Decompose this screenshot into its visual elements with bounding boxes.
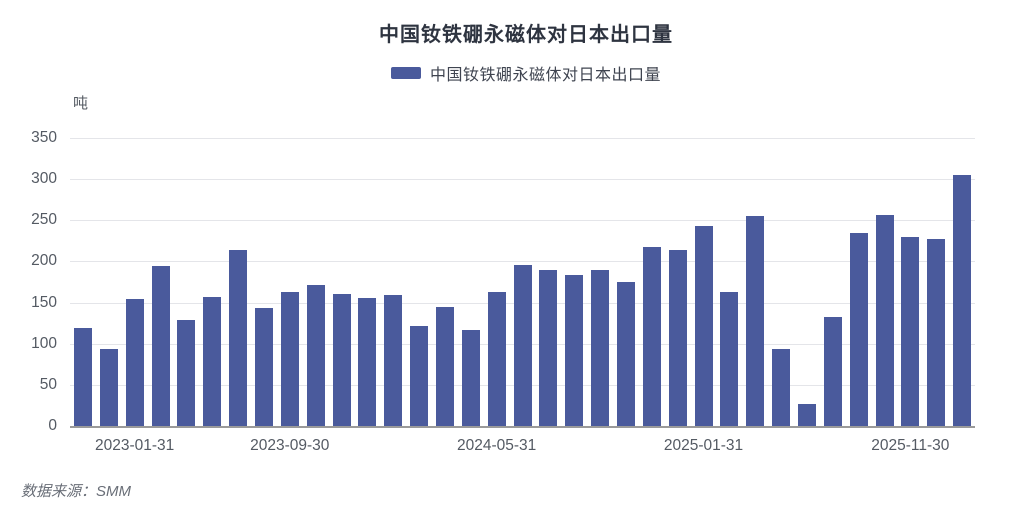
x-tick-label: 2023-01-31 — [94, 437, 175, 454]
bar[interactable] — [823, 317, 842, 426]
bar[interactable] — [539, 269, 558, 426]
bar[interactable] — [668, 249, 687, 426]
bar[interactable] — [694, 226, 713, 426]
bar[interactable] — [177, 319, 196, 426]
bar[interactable] — [125, 299, 144, 426]
y-tick-label: 300 — [31, 170, 57, 188]
y-tick-label: 150 — [31, 293, 57, 311]
x-tick-label: 2024-05-31 — [456, 437, 537, 454]
bar[interactable] — [358, 298, 377, 426]
bar[interactable] — [99, 348, 118, 426]
legend-item[interactable]: 中国钕铁硼永磁体对日本出口量 — [390, 61, 661, 85]
bar[interactable] — [875, 215, 894, 426]
chart-header: 中国钕铁硼永磁体对日本出口量 中国钕铁硼永磁体对日本出口量 — [14, 0, 1024, 85]
bar[interactable] — [435, 306, 454, 426]
bar[interactable] — [73, 328, 92, 426]
bar[interactable] — [306, 285, 325, 426]
gridline — [70, 179, 975, 181]
bar[interactable] — [772, 349, 791, 426]
gridline — [70, 138, 975, 139]
bar[interactable] — [384, 295, 403, 426]
bar[interactable] — [565, 274, 584, 426]
x-tick-label: 2025-01-31 — [663, 437, 744, 454]
bar[interactable] — [720, 291, 739, 426]
x-axis-line — [70, 426, 975, 428]
bar[interactable] — [229, 249, 248, 426]
bar[interactable] — [642, 246, 661, 426]
y-axis-unit-label: 吨 — [73, 95, 89, 112]
bar[interactable] — [513, 264, 532, 426]
bar[interactable] — [410, 326, 429, 426]
y-tick-label: 50 — [39, 375, 57, 393]
bar[interactable] — [487, 291, 506, 426]
y-tick-label: 100 — [31, 334, 57, 352]
bar[interactable] — [901, 236, 920, 426]
bar[interactable] — [797, 403, 816, 426]
bar[interactable] — [746, 216, 765, 426]
y-tick-label: 0 — [48, 417, 57, 434]
bar[interactable] — [151, 265, 170, 426]
bar[interactable] — [849, 233, 868, 426]
bar[interactable] — [254, 308, 273, 426]
bar[interactable] — [280, 291, 299, 426]
bar[interactable] — [927, 239, 946, 426]
bar[interactable] — [461, 329, 480, 426]
gridline — [70, 220, 975, 222]
y-tick-label: 200 — [31, 252, 57, 270]
bar[interactable] — [591, 270, 610, 426]
data-source-note: 数据来源：SMM — [21, 483, 131, 500]
legend: 中国钕铁硼永磁体对日本出口量 — [14, 61, 1024, 85]
bar[interactable] — [616, 282, 635, 426]
gridline — [70, 261, 975, 263]
y-tick-label: 350 — [31, 129, 57, 146]
bar[interactable] — [332, 294, 351, 426]
bar[interactable] — [203, 296, 222, 426]
y-tick-label: 250 — [31, 211, 57, 229]
legend-marker-icon — [390, 67, 421, 79]
legend-label: 中国钕铁硼永磁体对日本出口量 — [429, 67, 661, 84]
chart-title: 中国钕铁硼永磁体对日本出口量 — [379, 24, 673, 46]
x-tick-label: 2025-11-30 — [871, 437, 950, 454]
x-tick-label: 2023-09-30 — [250, 437, 330, 454]
bar[interactable] — [953, 175, 972, 426]
